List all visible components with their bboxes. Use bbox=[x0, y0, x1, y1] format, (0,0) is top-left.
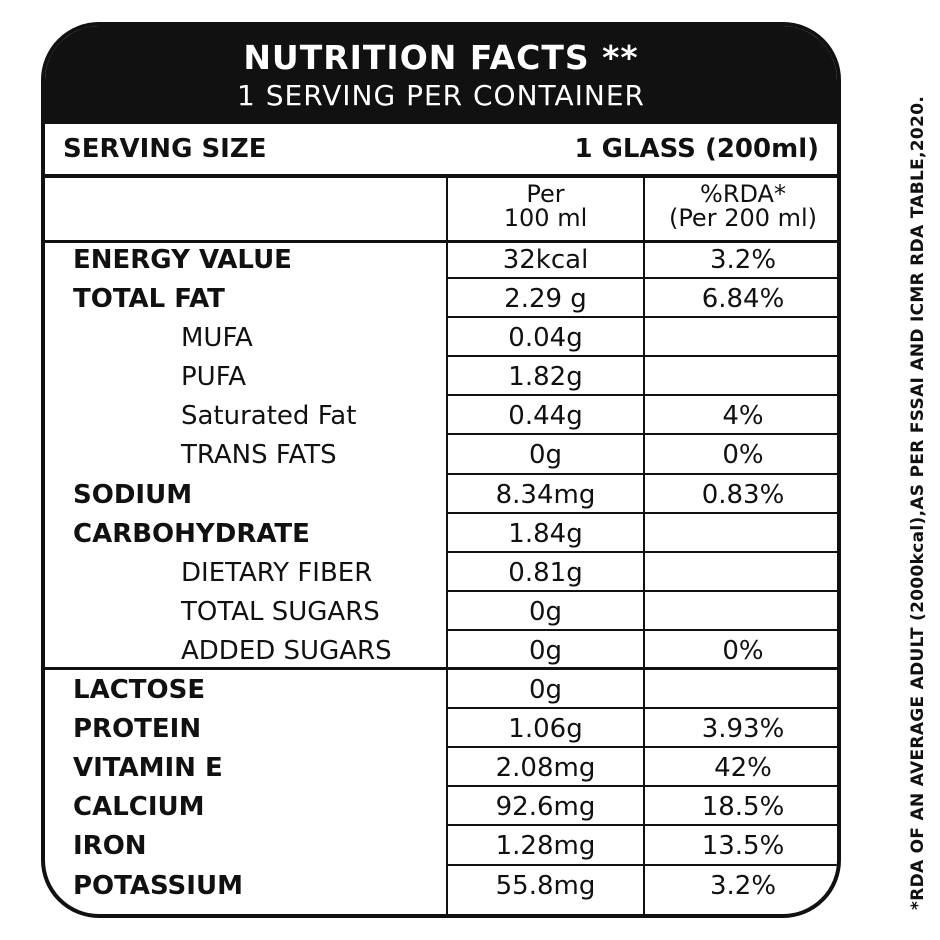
nutrient-name: ENERGY VALUE bbox=[73, 245, 292, 275]
per-100ml-header-line1: Per bbox=[526, 180, 565, 208]
nutrient-name: PROTEIN bbox=[73, 714, 202, 745]
per-100ml-value: 1.06g bbox=[508, 714, 583, 745]
per-100ml-value: 1.84g bbox=[508, 518, 583, 549]
nutrient-row: TOTAL SUGARS 0g bbox=[45, 592, 837, 631]
per-100ml-value: 2.29 g bbox=[504, 284, 587, 315]
nutrient-row: DIETARY FIBER 0.81g bbox=[45, 553, 837, 592]
nutrient-name: ADDED SUGARS bbox=[181, 635, 392, 666]
nutrient-table: ENERGY VALUE 32kcal 3.2% TOTAL FAT 2.29 … bbox=[45, 240, 837, 905]
nutrient-name: IRON bbox=[73, 831, 147, 862]
row-divider bbox=[446, 277, 837, 280]
nutrient-row: ADDED SUGARS 0g 0% bbox=[45, 631, 837, 671]
column-header-row: Per 100 ml %RDA* (Per 200 ml) bbox=[45, 178, 837, 243]
rda-value: 0% bbox=[722, 635, 764, 666]
rda-value: 0.83% bbox=[701, 479, 785, 510]
rda-value: 18.5% bbox=[701, 792, 785, 823]
nutrient-row: CARBOHYDRATE 1.84g bbox=[45, 514, 837, 553]
serving-size-value: 1 GLASS (200ml) bbox=[574, 134, 819, 164]
row-divider bbox=[446, 511, 837, 514]
nutrition-facts-label: NUTRITION FACTS ** 1 SERVING PER CONTAIN… bbox=[41, 22, 841, 918]
nutrient-row: TRANS FATS 0g 0% bbox=[45, 435, 837, 475]
per-100ml-value: 8.34mg bbox=[495, 479, 596, 510]
nutrient-row: LACTOSE 0g bbox=[45, 670, 837, 710]
rda-footnote: *RDA OF AN AVERAGE ADULT (2000kcal),AS P… bbox=[908, 95, 928, 910]
per-100ml-value: 55.8mg bbox=[495, 870, 596, 901]
nutrient-name: TRANS FATS bbox=[181, 440, 337, 471]
label-subtitle: 1 SERVING PER CONTAINER bbox=[237, 79, 645, 112]
nutrient-name: CALCIUM bbox=[73, 792, 205, 823]
rda-header-line2: (Per 200 ml) bbox=[668, 204, 818, 232]
row-divider bbox=[446, 824, 837, 827]
rda-value: 3.2% bbox=[709, 870, 777, 901]
per-100ml-value: 1.82g bbox=[508, 362, 583, 393]
per-100ml-column-header: Per 100 ml bbox=[448, 182, 643, 230]
per-100ml-header-line2: 100 ml bbox=[503, 204, 588, 232]
serving-size-row: SERVING SIZE 1 GLASS (200ml) bbox=[45, 124, 837, 178]
nutrient-name: TOTAL FAT bbox=[73, 284, 225, 315]
row-divider bbox=[446, 433, 837, 436]
nutrient-name: SODIUM bbox=[73, 479, 193, 510]
nutrient-row: ENERGY VALUE 32kcal 3.2% bbox=[45, 240, 837, 280]
nutrient-row: VITAMIN E 2.08mg 42% bbox=[45, 748, 837, 788]
nutrient-name: CARBOHYDRATE bbox=[73, 518, 310, 549]
per-100ml-value: 0g bbox=[528, 596, 563, 627]
nutrient-row: CALCIUM 92.6mg 18.5% bbox=[45, 787, 837, 827]
column-divider bbox=[643, 174, 645, 914]
nutrient-name: VITAMIN E bbox=[73, 753, 223, 784]
row-divider bbox=[446, 589, 837, 592]
rda-header-line1: %RDA* bbox=[700, 180, 786, 208]
row-divider bbox=[446, 394, 837, 397]
rda-value: 13.5% bbox=[701, 831, 785, 862]
rda-value: 3.93% bbox=[701, 714, 785, 745]
nutrient-row: PROTEIN 1.06g 3.93% bbox=[45, 709, 837, 749]
row-divider bbox=[446, 707, 837, 710]
label-header: NUTRITION FACTS ** 1 SERVING PER CONTAIN… bbox=[45, 26, 837, 124]
row-divider bbox=[446, 550, 837, 553]
per-100ml-value: 0.81g bbox=[508, 557, 583, 588]
per-100ml-value: 0g bbox=[528, 635, 563, 666]
nutrient-row: TOTAL FAT 2.29 g 6.84% bbox=[45, 279, 837, 319]
per-100ml-value: 1.28mg bbox=[495, 831, 596, 862]
per-100ml-value: 0.04g bbox=[508, 323, 583, 354]
label-title: NUTRITION FACTS ** bbox=[243, 38, 639, 77]
nutrient-row: MUFA 0.04g bbox=[45, 318, 837, 358]
rda-column-header: %RDA* (Per 200 ml) bbox=[645, 180, 837, 232]
per-100ml-value: 0g bbox=[528, 440, 563, 471]
serving-size-label: SERVING SIZE bbox=[63, 134, 267, 164]
nutrient-name: PUFA bbox=[181, 362, 247, 393]
per-100ml-value: 0.44g bbox=[508, 401, 583, 432]
row-divider bbox=[446, 863, 837, 866]
per-100ml-value: 0g bbox=[528, 675, 563, 706]
nutrient-name: POTASSIUM bbox=[73, 870, 243, 901]
rda-value: 3.2% bbox=[709, 245, 777, 275]
row-divider bbox=[446, 785, 837, 788]
nutrient-row: PUFA 1.82g bbox=[45, 357, 837, 397]
rda-value: 0% bbox=[722, 440, 764, 471]
per-100ml-value: 2.08mg bbox=[495, 753, 596, 784]
nutrient-name: Saturated Fat bbox=[181, 401, 357, 432]
nutrient-name: MUFA bbox=[181, 323, 253, 354]
rda-value: 42% bbox=[714, 753, 772, 784]
row-divider bbox=[446, 472, 837, 475]
nutrient-row: POTASSIUM 55.8mg 3.2% bbox=[45, 866, 837, 905]
nutrient-name: TOTAL SUGARS bbox=[181, 596, 380, 627]
row-divider bbox=[446, 746, 837, 749]
column-divider bbox=[446, 174, 448, 914]
rda-value: 6.84% bbox=[701, 284, 785, 315]
nutrient-name: LACTOSE bbox=[73, 675, 206, 706]
nutrient-row: Saturated Fat 0.44g 4% bbox=[45, 396, 837, 436]
per-100ml-value: 92.6mg bbox=[495, 792, 596, 823]
row-divider bbox=[446, 355, 837, 358]
row-divider bbox=[446, 316, 837, 319]
nutrient-name: DIETARY FIBER bbox=[181, 557, 373, 588]
per-100ml-value: 32kcal bbox=[502, 245, 589, 275]
nutrient-row: SODIUM 8.34mg 0.83% bbox=[45, 475, 837, 514]
row-divider bbox=[446, 628, 837, 631]
nutrient-row: IRON 1.28mg 13.5% bbox=[45, 826, 837, 866]
rda-value: 4% bbox=[722, 401, 764, 432]
section-divider bbox=[45, 667, 837, 671]
